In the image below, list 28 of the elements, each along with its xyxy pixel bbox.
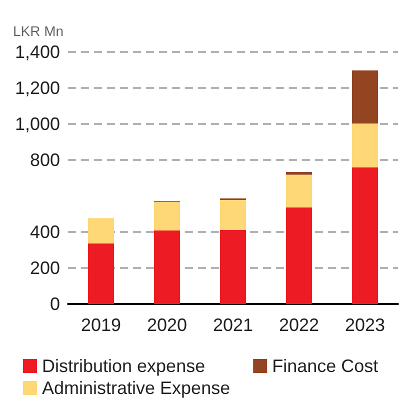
legend-label: Administrative Expense [42, 378, 230, 398]
bar [88, 244, 114, 304]
y-tick-label: 1,000 [14, 114, 60, 134]
y-axis-title: LKR Mn [13, 23, 64, 39]
x-tick-label: 2023 [344, 315, 386, 335]
y-tick-label: 200 [30, 258, 60, 278]
bar [352, 167, 378, 304]
y-tick-label: 1,400 [14, 42, 60, 62]
bar [220, 200, 246, 230]
bar [286, 174, 312, 208]
legend-label: Distribution expense [42, 356, 206, 376]
bar [154, 230, 180, 304]
bar [88, 218, 114, 244]
x-tick-label: 2022 [278, 315, 320, 335]
legend-label: Finance Cost [272, 356, 378, 376]
y-tick-label: 400 [30, 222, 60, 242]
y-tick-label: 1,200 [14, 78, 60, 98]
bar [352, 123, 378, 168]
bar [220, 230, 246, 304]
x-tick-label: 2021 [212, 315, 254, 335]
bar [286, 172, 312, 175]
x-tick-label: 2019 [80, 315, 122, 335]
bar [352, 70, 378, 124]
y-tick-label: 0 [50, 294, 60, 314]
bar [154, 202, 180, 231]
y-tick-label: 800 [30, 150, 60, 170]
bar [286, 207, 312, 304]
x-tick-label: 2020 [146, 315, 188, 335]
